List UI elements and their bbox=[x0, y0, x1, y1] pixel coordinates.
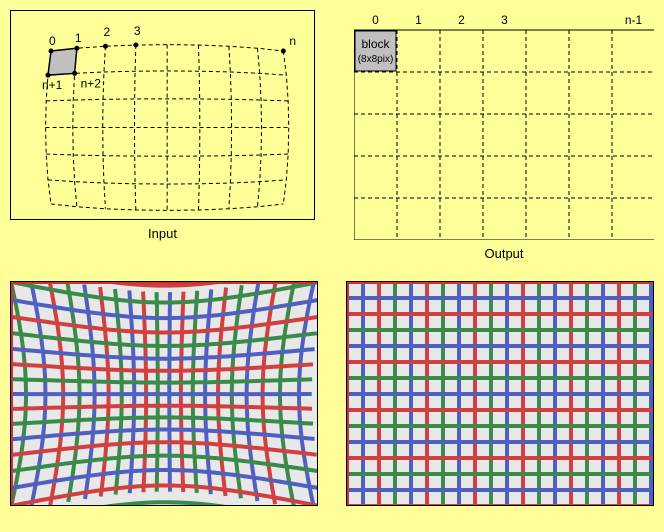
svg-text:1: 1 bbox=[75, 31, 82, 45]
svg-text:block: block bbox=[361, 37, 390, 51]
input-photo bbox=[10, 281, 318, 506]
svg-text:3: 3 bbox=[134, 24, 141, 38]
input-diagram-container: 0 1 2 3 n n+1 n+2 Input bbox=[10, 10, 315, 261]
output-photo bbox=[346, 281, 654, 506]
input-caption: Input bbox=[10, 226, 315, 241]
svg-text:n+1: n+1 bbox=[42, 78, 63, 92]
svg-text:(8x8pix): (8x8pix) bbox=[358, 54, 394, 65]
svg-text:2: 2 bbox=[103, 25, 110, 39]
svg-text:1: 1 bbox=[415, 13, 422, 27]
top-row: 0 1 2 3 n n+1 n+2 Input block (8x8pix) 0 1 2 3 n-1 O… bbox=[10, 10, 654, 261]
svg-text:n: n bbox=[289, 34, 296, 48]
svg-text:0: 0 bbox=[372, 13, 379, 27]
svg-text:0: 0 bbox=[49, 34, 56, 48]
output-caption: Output bbox=[354, 246, 654, 261]
svg-text:n+2: n+2 bbox=[81, 76, 102, 90]
svg-text:2: 2 bbox=[458, 13, 465, 27]
output-diagram-container: block (8x8pix) 0 1 2 3 n-1 Output bbox=[354, 10, 654, 261]
bottom-row bbox=[10, 281, 654, 506]
svg-text:3: 3 bbox=[501, 13, 508, 27]
input-diagram-frame: 0 1 2 3 n n+1 n+2 bbox=[10, 10, 315, 220]
svg-text:n-1: n-1 bbox=[625, 13, 643, 27]
page-container: 0 1 2 3 n n+1 n+2 Input block (8x8pix) 0 1 2 3 n-1 O… bbox=[0, 0, 664, 532]
output-diagram-frame: block (8x8pix) 0 1 2 3 n-1 bbox=[354, 10, 654, 240]
